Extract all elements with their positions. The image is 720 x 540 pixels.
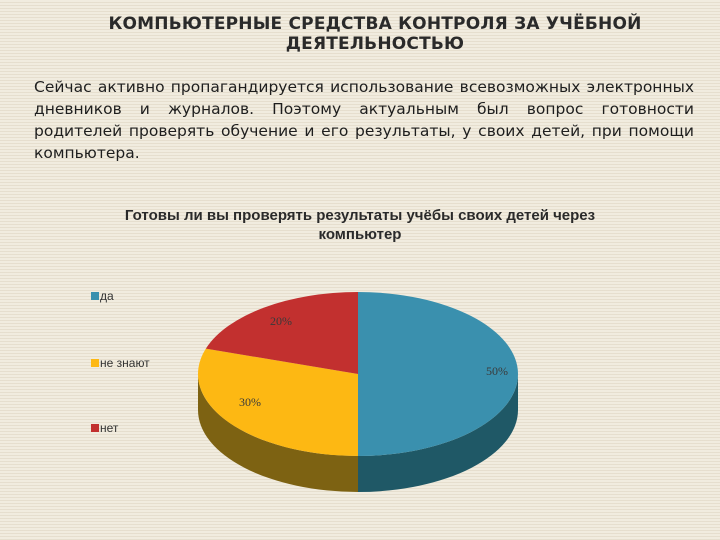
legend-swatch-2 [91, 424, 99, 432]
pie-labels: 50% 30% 20% [239, 314, 508, 409]
legend: да не знают нет [91, 289, 150, 435]
chart-title: Готовы ли вы проверять результаты учёбы … [124, 207, 596, 243]
data-label-1: 30% [239, 395, 261, 409]
slide-title: КОМПЬЮТЕРНЫЕ СРЕДСТВА КОНТРОЛЯ ЗА УЧЁБНО… [108, 14, 642, 54]
legend-swatch-1 [91, 359, 99, 367]
legend-swatch-0 [91, 292, 99, 300]
body-paragraph: Сейчас активно пропагандируется использо… [34, 78, 694, 162]
pie-slice-нет [205, 292, 358, 374]
legend-label-2: нет [100, 421, 119, 435]
pie-side-0 [358, 374, 518, 492]
pie-side-1 [198, 374, 358, 492]
legend-label-1: не знают [100, 356, 150, 370]
pie-sides [198, 374, 518, 492]
legend-label-0: да [100, 289, 114, 303]
pie-slice-не знают [197, 348, 358, 456]
pie-tops [197, 292, 518, 456]
pie-slice-да [358, 292, 518, 456]
data-label-2: 20% [270, 314, 292, 328]
data-label-0: 50% [486, 364, 508, 378]
